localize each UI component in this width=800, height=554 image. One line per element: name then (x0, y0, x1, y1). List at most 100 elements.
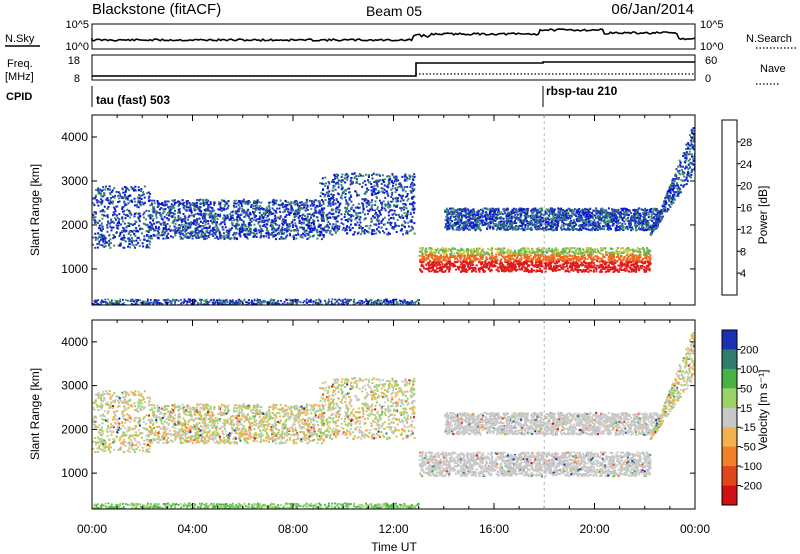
power-cell (461, 267, 463, 270)
power-cell (544, 270, 547, 273)
power-cell (288, 223, 291, 226)
power-cell (623, 250, 626, 253)
power-cell (618, 250, 620, 253)
power-cell (240, 203, 243, 206)
power-cell (188, 201, 191, 204)
power-cell (639, 253, 642, 256)
power-cell (209, 212, 212, 215)
power-cell (405, 207, 408, 210)
power-cell (288, 203, 291, 206)
power-cell (375, 196, 378, 198)
power-cell (234, 199, 237, 202)
power-cell (218, 223, 221, 226)
power-cell (368, 210, 371, 213)
power-cell (253, 207, 256, 210)
power-cell (579, 257, 582, 260)
power-cell (207, 220, 210, 222)
power-cell (466, 264, 469, 267)
power-cell (293, 219, 296, 221)
power-cell (267, 210, 270, 212)
power-cell (349, 228, 352, 231)
power-cell (643, 248, 646, 251)
power-cell (597, 212, 600, 214)
power-cell (495, 253, 498, 256)
power-cell (231, 214, 234, 217)
power-cell (441, 263, 444, 266)
power-cell (206, 199, 209, 202)
power-cell (141, 232, 143, 235)
power-cell (308, 213, 311, 215)
power-cell (573, 247, 576, 250)
power-cell (178, 208, 181, 211)
power-cell (530, 228, 533, 231)
power-cell (551, 259, 553, 262)
power-cell (520, 254, 523, 257)
power-cell (552, 226, 555, 229)
power-cell (378, 214, 381, 217)
power-cell (106, 207, 109, 210)
power-cell (371, 229, 374, 231)
power-cell (279, 204, 281, 207)
power-cell (558, 252, 561, 255)
power-cell (262, 217, 265, 219)
power-cell (114, 210, 117, 213)
power-cell (340, 218, 343, 221)
power-cell (137, 216, 140, 219)
power-cell (231, 224, 234, 227)
power-cell (340, 176, 343, 178)
power-cell (598, 251, 601, 254)
power-cell (336, 224, 339, 227)
power-cell (406, 215, 408, 218)
power-cell (519, 264, 522, 267)
power-cell (636, 250, 639, 253)
power-cell (325, 182, 327, 185)
power-cell (555, 269, 558, 272)
power-cell (193, 205, 196, 208)
power-cell (283, 229, 286, 232)
power-cell (507, 256, 510, 258)
power-cell (345, 209, 348, 212)
power-cell (154, 227, 157, 230)
power-cell (626, 269, 629, 272)
power-cell (437, 260, 440, 263)
power-cell (448, 266, 450, 269)
power-cell (149, 221, 151, 224)
power-cell (95, 188, 98, 191)
power-cell (308, 226, 311, 229)
power-cell (327, 201, 330, 204)
power-cell (399, 207, 402, 210)
power-cell (473, 213, 476, 216)
cpid-label: CPID (6, 91, 32, 103)
power-cell (134, 188, 136, 191)
power-cell (507, 266, 510, 269)
power-cell (302, 232, 304, 235)
power-cell (557, 252, 560, 255)
power-cell (177, 215, 180, 217)
power-cell (528, 255, 530, 258)
power-cell (127, 232, 130, 235)
power-cell (646, 260, 649, 263)
power-cell (107, 221, 110, 224)
power-cell (492, 215, 495, 217)
power-cell (97, 204, 100, 207)
power-cell (631, 263, 634, 266)
nsky-series (91, 28, 696, 43)
power-cell (412, 201, 415, 204)
power-cell (265, 219, 268, 222)
power-cell (423, 267, 425, 270)
power-cell (487, 267, 490, 270)
power-cell (216, 221, 218, 224)
power-cell (563, 266, 566, 269)
power-cell (385, 190, 388, 193)
power-cell (302, 207, 305, 210)
power-cell (542, 247, 544, 250)
power-cell (110, 190, 113, 193)
power-cell (238, 218, 241, 221)
power-cell (150, 199, 153, 202)
power-cell (643, 257, 646, 260)
power-cell (575, 268, 577, 271)
power-cell (343, 216, 346, 218)
power-cell (537, 266, 540, 268)
power-cell (305, 200, 308, 203)
power-cell (390, 209, 393, 212)
